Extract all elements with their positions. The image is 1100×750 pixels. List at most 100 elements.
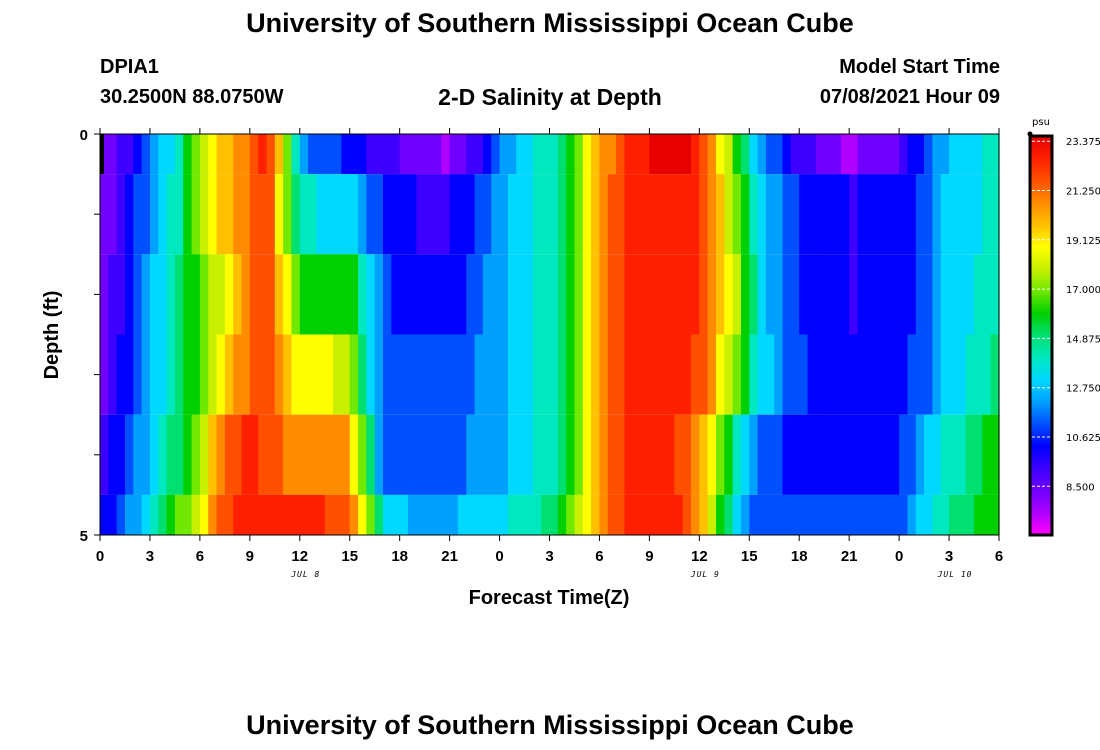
heatmap-cell (624, 414, 634, 495)
surface-start-marker (100, 134, 104, 175)
heatmap-cell (924, 174, 933, 255)
heatmap-cell (399, 334, 409, 415)
heatmap-cell (274, 254, 284, 335)
heatmap-cell (749, 414, 759, 495)
heatmap-cell (341, 174, 351, 255)
heatmap-cell (824, 174, 834, 255)
heatmap-cell (757, 134, 767, 175)
heatmap-cell (324, 494, 334, 535)
heatmap-cell (283, 174, 293, 255)
heatmap-cell (474, 334, 484, 415)
heatmap-cell (674, 174, 684, 255)
heatmap-cell (666, 334, 675, 415)
heatmap-cell (124, 334, 134, 415)
heatmap-cell (491, 174, 501, 255)
heatmap-cell (124, 254, 134, 335)
heatmap-cell (832, 134, 842, 175)
heatmap-cell (715, 414, 725, 495)
heatmap-cell (283, 334, 293, 415)
heatmap-cell (907, 134, 917, 175)
heatmap-cell (616, 334, 626, 415)
heatmap-cell (124, 414, 134, 495)
heatmap-cell (974, 494, 983, 535)
heatmap-cell (574, 494, 584, 535)
x-date-label: JUL 9 (690, 570, 720, 579)
heatmap-cell (624, 254, 634, 335)
heatmap-cell (457, 494, 467, 535)
heatmap-cell (149, 134, 159, 175)
heatmap-cell (333, 134, 342, 175)
heatmap-cell (141, 134, 151, 175)
heatmap-cell (407, 334, 417, 415)
heatmap-cell (715, 254, 725, 335)
heatmap-cell (100, 254, 109, 335)
heatmap-cell (799, 134, 809, 175)
heatmap-cell (907, 334, 917, 415)
heatmap-cell (957, 414, 967, 495)
heatmap-cell (208, 134, 218, 175)
heatmap-cell (940, 494, 950, 535)
heatmap-cells (100, 134, 1000, 535)
heatmap-cell (457, 414, 467, 495)
heatmap-cell (940, 414, 950, 495)
heatmap-cell (582, 254, 592, 335)
heatmap-cell (249, 174, 259, 255)
heatmap-cell (441, 254, 451, 335)
heatmap-cell (591, 414, 601, 495)
heatmap-cell (557, 414, 567, 495)
heatmap-cell (782, 494, 792, 535)
heatmap-cell (407, 134, 417, 175)
heatmap-cell (949, 174, 958, 255)
heatmap-cell (349, 494, 359, 535)
heatmap-cell (441, 494, 451, 535)
heatmap-cell (108, 134, 118, 175)
heatmap-cell (532, 254, 542, 335)
heatmap-cell (990, 334, 1000, 415)
heatmap-cell (799, 174, 809, 255)
heatmap-cell (258, 254, 268, 335)
heatmap-cell (840, 134, 850, 175)
heatmap-cell (774, 134, 784, 175)
heatmap-cell (199, 174, 209, 255)
heatmap-cell (965, 174, 975, 255)
heatmap-cell (432, 174, 442, 255)
heatmap-cell (707, 334, 717, 415)
heatmap-cell (666, 134, 675, 175)
heatmap-cell (932, 494, 942, 535)
heatmap-cell (790, 494, 800, 535)
heatmap-cell (133, 134, 143, 175)
heatmap-cell (541, 494, 551, 535)
heatmap-cell (849, 174, 859, 255)
heatmap-cell (233, 414, 243, 495)
heatmap-cell (641, 134, 650, 175)
heatmap-cell (557, 254, 567, 335)
heatmap-cell (141, 414, 151, 495)
heatmap-cell (224, 334, 234, 415)
heatmap-cell (516, 494, 526, 535)
heatmap-cell (799, 414, 809, 495)
heatmap-cell (341, 254, 351, 335)
heatmap-cell (532, 414, 542, 495)
heatmap-cell (299, 254, 309, 335)
heatmap-cell (632, 174, 642, 255)
x-tick-label: 12 (691, 548, 708, 565)
heatmap-cell (349, 174, 359, 255)
heatmap-cell (724, 134, 734, 175)
heatmap-cell (308, 414, 318, 495)
heatmap-cell (183, 414, 193, 495)
heatmap-cell (849, 414, 859, 495)
heatmap-cell (699, 334, 709, 415)
colorbar-unit: psu (1032, 117, 1050, 128)
heatmap-cell (674, 334, 684, 415)
heatmap-cell (108, 174, 118, 255)
heatmap-cell (416, 174, 426, 255)
heatmap-cell (782, 254, 792, 335)
heatmap-cell (599, 494, 609, 535)
heatmap-cell (915, 494, 925, 535)
heatmap-cell (524, 334, 534, 415)
heatmap-cell (541, 254, 551, 335)
heatmap-cell (466, 134, 476, 175)
heatmap-cell (682, 494, 692, 535)
heatmap-cell (691, 254, 700, 335)
heatmap-cell (524, 494, 534, 535)
